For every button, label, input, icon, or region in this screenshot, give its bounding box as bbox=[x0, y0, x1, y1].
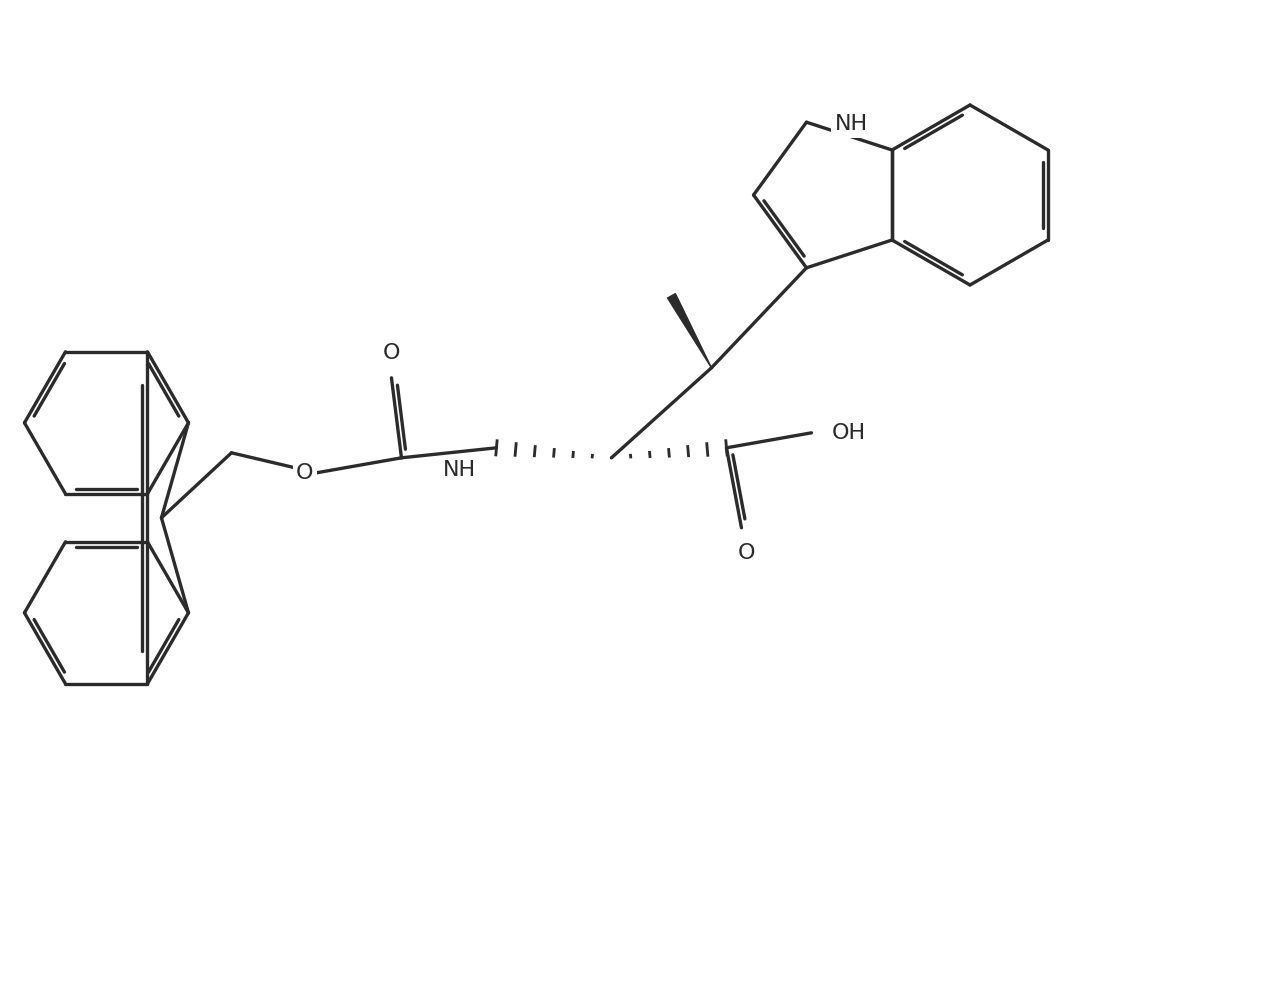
Text: OH: OH bbox=[832, 423, 866, 443]
Polygon shape bbox=[668, 294, 711, 368]
Text: NH: NH bbox=[834, 115, 867, 134]
Text: O: O bbox=[382, 343, 400, 363]
Text: NH: NH bbox=[443, 460, 476, 480]
Text: O: O bbox=[296, 463, 314, 483]
Text: O: O bbox=[738, 543, 756, 563]
